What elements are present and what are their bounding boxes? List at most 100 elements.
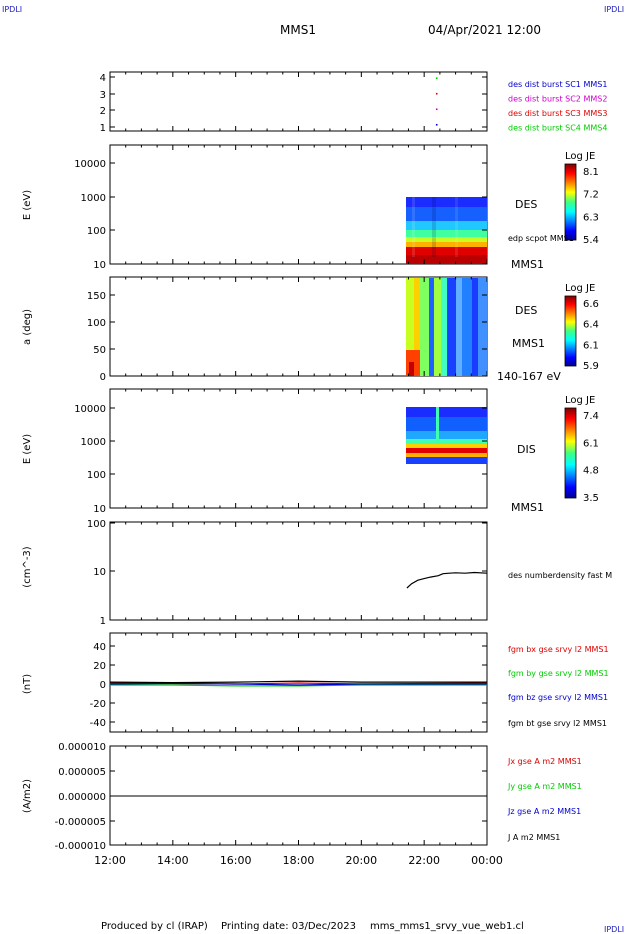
y-tick-label: 1000 (81, 437, 106, 448)
availability-point (435, 108, 438, 111)
y-axis-title: (cm^-3) (22, 546, 33, 587)
y-tick-label: -20 (90, 699, 106, 710)
legend-entry: fgm bx gse srvy l2 MMS1 (508, 645, 609, 654)
availability-label: des dist burst SC4 MMS4 (508, 124, 607, 133)
y-tick-label: 50 (93, 345, 106, 356)
y-tick-label: 1000 (81, 193, 106, 204)
y-axis-title: a (deg) (22, 309, 33, 345)
x-tick-label: 00:00 (471, 854, 503, 867)
panel-annotation: edp scpot MMS1 (508, 234, 574, 243)
panel-annotations: des dist burst SC1 MMS1 des dist burst SC… (497, 80, 612, 842)
legend-entry: fgm by gse srvy l2 MMS1 (508, 669, 609, 678)
y-tick-label: 3 (100, 90, 106, 101)
colorbar-des-pitch (564, 295, 577, 367)
y-tick-label: 1 (100, 616, 106, 627)
y-tick-label: 20 (93, 661, 106, 672)
colorbar-tick-label: 6.4 (583, 320, 599, 331)
y-tick-label: 0.000000 (58, 792, 106, 803)
x-tick-label: 12:00 (94, 854, 126, 867)
x-tick-label: 18:00 (283, 854, 315, 867)
legend-entry: fgm bz gse srvy l2 MMS1 (508, 693, 608, 702)
colorbar-des-energy (564, 163, 577, 241)
panel-availability-frame (109, 71, 488, 132)
availability-label: des dist burst SC2 MMS2 (508, 95, 607, 104)
colorbar-title: Log JE (565, 395, 595, 406)
legend-entry: fgm bt gse srvy l2 MMS1 (508, 719, 607, 728)
plot-date: 04/Apr/2021 12:00 (428, 23, 541, 37)
colorbar-tick-label: 6.1 (583, 438, 599, 449)
y-tick-label: 4 (100, 73, 106, 84)
y-tick-label: -40 (90, 718, 106, 729)
y-axis-title: (nT) (22, 674, 33, 694)
availability-label: des dist burst SC1 MMS1 (508, 80, 607, 89)
y-tick-label: 100 (87, 318, 106, 329)
y-tick-label: -0.000005 (55, 817, 106, 828)
colorbar-tick-label: 4.8 (583, 466, 599, 477)
y-axis-title: (A/m2) (22, 779, 33, 813)
colorbar-tick-label: 6.6 (583, 299, 599, 310)
y-tick-label: 10000 (74, 159, 106, 170)
des-energy-spectrogram (406, 197, 487, 264)
y-tick-label: 10 (93, 567, 106, 578)
colorbar-tick-label: 8.1 (583, 167, 599, 178)
field-line (109, 682, 487, 686)
panel-annotation: MMS1 (512, 337, 545, 350)
colorbar-tick-label: 6.1 (583, 340, 599, 351)
y-tick-label: 10 (93, 504, 106, 515)
panel-annotation: MMS1 (511, 501, 544, 514)
colorbar-tick-label: 5.9 (583, 361, 599, 372)
y-axis-title: E (eV) (22, 434, 33, 464)
availability-label: des dist burst SC3 MMS3 (508, 109, 607, 118)
x-tick-label: 16:00 (220, 854, 252, 867)
availability-point (435, 123, 438, 126)
density-line (406, 571, 488, 589)
panel-annotation: des numberdensity fast M (508, 571, 612, 580)
panel-density-frame (109, 521, 488, 621)
y-axis-title: E (eV) (22, 190, 33, 220)
y-tick-label: 2 (100, 106, 106, 117)
y-tick-label: 150 (87, 291, 106, 302)
legend-entry: Jy gse A m2 MMS1 (507, 782, 582, 791)
y-tick-label: 100 (87, 470, 106, 481)
des-pitch-spectrogram (406, 278, 487, 376)
y-tick-label: 0.000005 (58, 767, 106, 778)
corner-mark-bottom-right: IPDLI (604, 925, 624, 934)
x-tick-label: 20:00 (345, 854, 377, 867)
colorbar-tick-label: 7.4 (583, 411, 599, 422)
y-tick-label: 10000 (74, 404, 106, 415)
colorbar-dis-energy (564, 407, 577, 499)
y-tick-label: 10 (93, 260, 106, 271)
dis-energy-spectrogram (406, 407, 487, 464)
y-tick-label: -0.000010 (55, 841, 106, 852)
colorbar-title: Log JE (565, 151, 595, 162)
colorbar-tick-label: 5.4 (583, 235, 599, 246)
y-tick-label: 100 (87, 519, 106, 530)
legend-entry: Jz gse A m2 MMS1 (507, 807, 581, 816)
field-line (110, 684, 487, 687)
x-tick-label: 14:00 (157, 854, 189, 867)
colorbar-tick-label: 6.3 (583, 212, 599, 223)
data-series (109, 77, 488, 797)
x-tick-label: 22:00 (408, 854, 440, 867)
panel-annotation: MMS1 (511, 258, 544, 271)
colorbar-title: Log JE (565, 283, 595, 294)
availability-point (435, 92, 438, 95)
y-tick-label: 100 (87, 226, 106, 237)
y-tick-label: 0 (100, 680, 106, 691)
legend-entry: J A m2 MMS1 (507, 833, 560, 842)
corner-mark-top-right: IPDLI (604, 5, 624, 14)
plot-title: MMS1 (280, 23, 316, 37)
panel-annotation: DES (515, 304, 537, 317)
y-tick-label: 0.000010 (58, 742, 106, 753)
y-tick-label: 1 (100, 123, 106, 134)
legend-entry: Jx gse A m2 MMS1 (507, 757, 582, 766)
y-tick-label: 0 (100, 372, 106, 383)
panel-annotation: DES (515, 198, 537, 211)
axis-ticks (109, 72, 488, 846)
colorbar-tick-label: 7.2 (583, 190, 599, 201)
field-line (109, 680, 487, 684)
panel-annotation: 140-167 eV (497, 370, 561, 383)
panel-annotation: DIS (517, 443, 536, 456)
footer-printing-date: Printing date: 03/Dec/2023 (221, 921, 356, 932)
